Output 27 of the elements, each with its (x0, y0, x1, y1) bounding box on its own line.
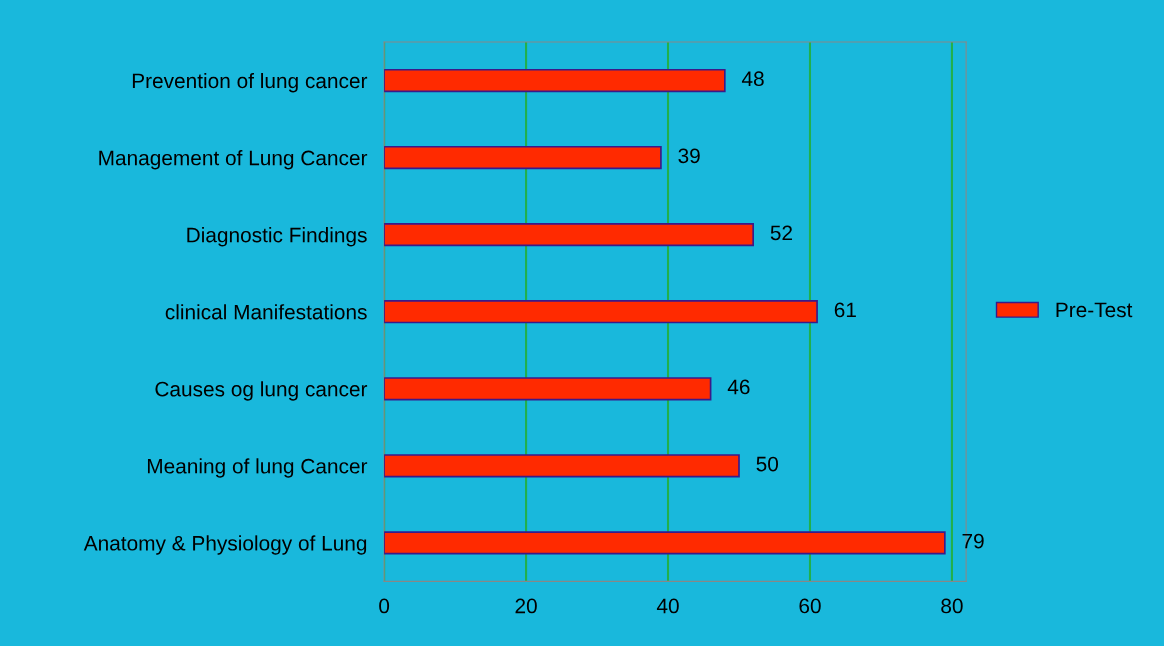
bar (384, 223, 755, 247)
x-tick-label: 20 (515, 598, 537, 614)
y-tick-label: Meaning of lung Cancer (147, 458, 368, 478)
bar (384, 300, 818, 324)
x-tick-label: 80 (941, 598, 963, 614)
x-tick-label: 40 (656, 598, 679, 614)
data-label: 39 (678, 148, 700, 164)
bar (384, 454, 740, 478)
y-tick-label: clinical Manifestations (165, 304, 367, 320)
legend-label: Pre-Test (1056, 302, 1133, 318)
bar (384, 531, 946, 555)
bar (384, 68, 726, 93)
data-label: 50 (756, 456, 779, 472)
y-tick-label: Prevention of lung cancer (132, 72, 368, 93)
x-tick-label: 0 (379, 598, 390, 614)
y-tick-label: Anatomy & Physiology of Lung (83, 535, 367, 555)
data-label: 48 (741, 71, 764, 87)
bar (384, 377, 712, 401)
data-label: 46 (727, 379, 750, 395)
data-label: 52 (770, 225, 792, 241)
bar (384, 145, 662, 170)
data-label: 79 (962, 533, 984, 549)
y-tick-label: Diagnostic Findings (187, 227, 367, 247)
x-tick-label: 60 (799, 598, 821, 614)
y-tick-label: Causes og lung cancer (155, 381, 368, 401)
data-label: 61 (834, 302, 856, 318)
y-tick-label: Management of Lung Cancer (99, 150, 368, 170)
